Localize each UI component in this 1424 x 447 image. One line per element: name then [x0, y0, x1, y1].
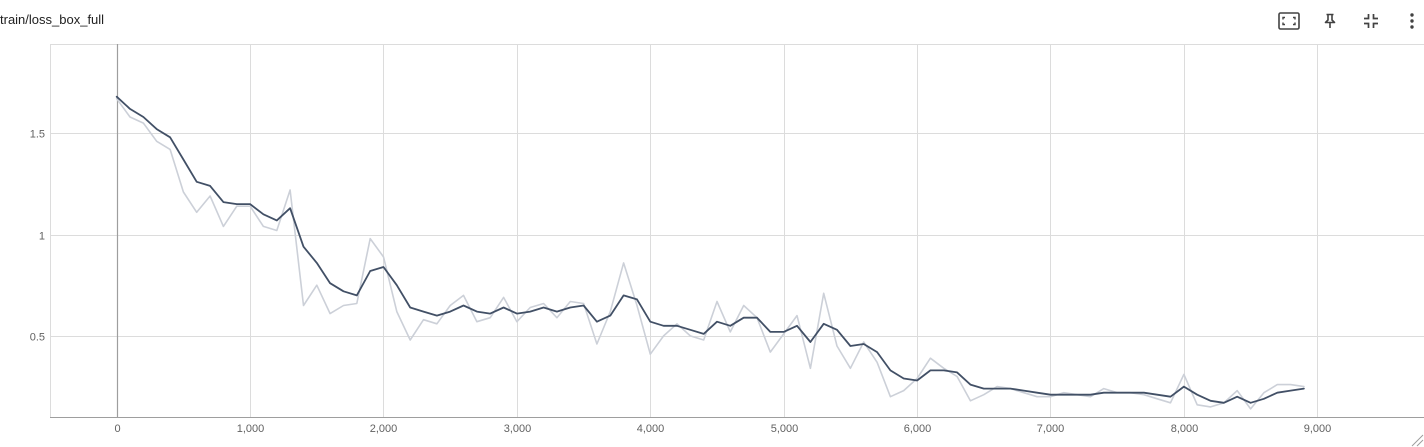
- x-tick-label: 1,000: [237, 423, 265, 435]
- smoothed-series-line: [115, 95, 1305, 404]
- x-tick-label: 0: [114, 423, 120, 435]
- resize-handle-icon[interactable]: [1411, 434, 1424, 447]
- pin-button[interactable]: [1318, 9, 1342, 33]
- raw-series-line: [115, 97, 1305, 410]
- fit-to-data-button[interactable]: [1277, 9, 1301, 33]
- more-options-icon: [1410, 13, 1414, 29]
- x-tick-label: 7,000: [1037, 423, 1065, 435]
- y-tick-label: 0.5: [30, 332, 45, 344]
- x-tick-label: 5,000: [771, 423, 799, 435]
- x-tick-label: 9,000: [1304, 423, 1332, 435]
- x-tick-label: 4,000: [637, 423, 665, 435]
- x-tick-label: 2,000: [370, 423, 398, 435]
- more-options-button[interactable]: [1400, 9, 1424, 33]
- chart-lines: [115, 95, 1305, 410]
- collapse-button[interactable]: [1359, 9, 1383, 33]
- pin-icon: [1323, 13, 1337, 29]
- chart-grid: [50, 44, 1424, 417]
- chart-tick-labels: 0 1,000 2,000 3,000 4,000 5,000 6,000 7,000 8,00…: [30, 129, 1332, 436]
- chart-axes: [50, 44, 1424, 418]
- x-tick-label: 3,000: [504, 423, 532, 435]
- y-tick-label: 1.5: [30, 129, 45, 141]
- x-tick-label: 6,000: [904, 423, 932, 435]
- fit-to-data-icon: [1278, 12, 1300, 30]
- collapse-icon: [1363, 13, 1379, 29]
- chart-toolbar: [1277, 9, 1424, 33]
- y-tick-label: 1: [39, 231, 45, 243]
- x-tick-label: 8,000: [1171, 423, 1199, 435]
- chart-title: train/loss_box_full: [0, 12, 105, 27]
